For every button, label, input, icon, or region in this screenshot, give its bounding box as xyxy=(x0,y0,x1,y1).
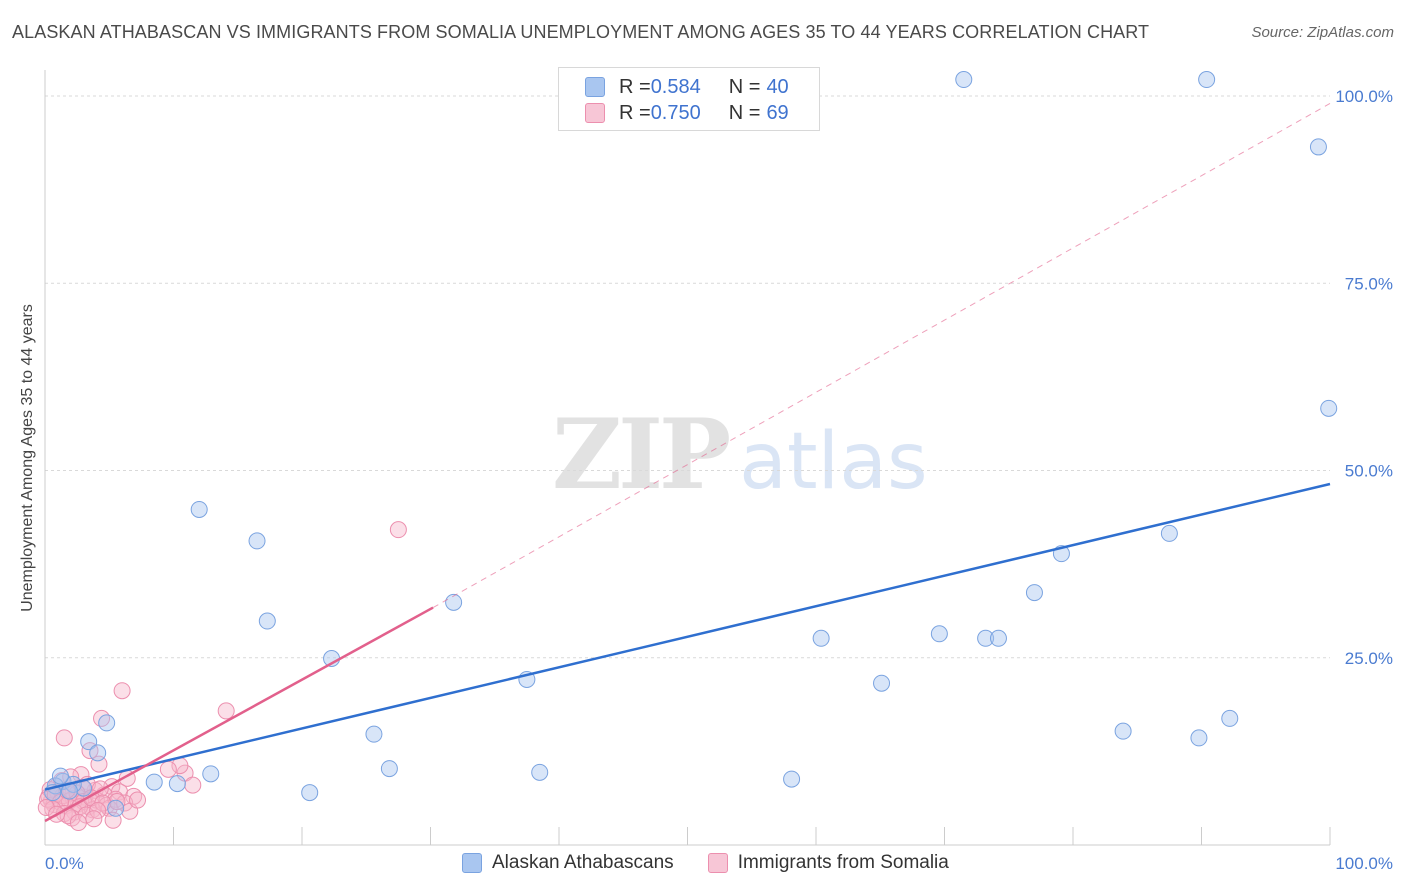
legend-n-value: 40 xyxy=(766,75,789,98)
legend-r-label: R = xyxy=(619,101,651,124)
athabascan-point xyxy=(168,775,186,793)
watermark-zip: ZIP xyxy=(552,398,731,511)
series-swatch-blue xyxy=(462,853,482,873)
series-legend: Alaskan Athabascans Immigrants from Soma… xyxy=(462,852,983,874)
series-legend-somalia: Immigrants from Somalia xyxy=(707,852,949,874)
athabascan-point xyxy=(248,532,266,550)
somalia-point xyxy=(113,682,131,700)
athabascan-point xyxy=(1114,722,1132,740)
legend-n-label: N = xyxy=(728,101,761,124)
watermark-atlas: atlas xyxy=(739,417,928,507)
athabascan-point xyxy=(930,625,948,643)
athabascan-point xyxy=(98,714,116,732)
athabascan-point xyxy=(1198,71,1216,89)
athabascan-point xyxy=(365,725,383,743)
somalia-points xyxy=(37,521,407,832)
series-legend-athabascan: Alaskan Athabascans xyxy=(462,852,674,874)
y-axis-title: Unemployment Among Ages 35 to 44 years xyxy=(19,304,36,612)
somalia-point xyxy=(93,709,111,727)
y-tick-label: 50.0% xyxy=(1345,462,1393,481)
y-tick-labels: 25.0% 50.0% 75.0% 100.0% xyxy=(1335,87,1393,668)
athabascan-point xyxy=(783,770,801,788)
athabascan-point xyxy=(1190,729,1208,747)
stats-legend: R = 0.584 N = 40 R = 0.750 N = 69 xyxy=(558,67,820,131)
legend-r-value: 0.584 xyxy=(650,75,701,98)
athabascan-point xyxy=(1025,584,1043,602)
legend-n-value: 69 xyxy=(766,101,789,124)
somalia-point xyxy=(89,802,107,820)
somalia-point xyxy=(389,521,407,539)
series-label-somalia: Immigrants from Somalia xyxy=(737,852,949,873)
athabascan-point xyxy=(873,674,891,692)
athabascan-point xyxy=(202,765,220,783)
athabascan-point xyxy=(1309,138,1327,156)
somalia-point xyxy=(55,729,73,747)
legend-n-label: N = xyxy=(728,75,761,98)
athabascan-point xyxy=(51,767,69,785)
athabascan-point xyxy=(531,763,549,781)
x-tick-label: 100.0% xyxy=(1335,854,1393,873)
chart-title: ALASKAN ATHABASCAN VS IMMIGRANTS FROM SO… xyxy=(12,22,1150,42)
y-tick-label: 100.0% xyxy=(1335,87,1393,106)
trend-lines xyxy=(44,103,1331,823)
athabascan-point xyxy=(145,773,163,791)
athabascan-point xyxy=(1160,524,1178,542)
y-tick-label: 25.0% xyxy=(1345,649,1393,668)
athabascan-point xyxy=(380,760,398,778)
series-swatch-pink xyxy=(707,853,728,873)
legend-row-somalia: R = 0.750 N = 69 xyxy=(585,100,789,126)
athabascan-points xyxy=(44,71,1338,817)
athabascan-point xyxy=(989,629,1007,647)
legend-swatch-pink xyxy=(585,103,605,123)
axes xyxy=(44,70,1331,846)
athabascan-point xyxy=(812,629,830,647)
legend-r-label: R = xyxy=(619,75,651,98)
athabascan-point xyxy=(190,500,208,518)
grid-lines xyxy=(45,95,1330,659)
athabascan-point xyxy=(80,733,98,751)
athabascan-point xyxy=(107,799,125,817)
athabascan-trend-line xyxy=(44,482,1331,791)
somalia-point xyxy=(217,702,235,720)
athabascan-point xyxy=(1221,709,1239,727)
athabascan-point xyxy=(955,71,973,89)
legend-r-value: 0.750 xyxy=(650,101,701,124)
athabascan-point xyxy=(977,629,995,647)
somalia-point xyxy=(184,776,202,794)
watermark: ZIP atlas xyxy=(552,398,928,511)
athabascan-point xyxy=(89,744,107,762)
somalia-trend-line xyxy=(44,606,434,823)
y-tick-label: 75.0% xyxy=(1345,274,1393,293)
x-tick-label: 0.0% xyxy=(45,854,84,873)
somalia-point xyxy=(129,791,147,809)
athabascan-point xyxy=(1320,399,1338,417)
somalia-point xyxy=(108,793,126,811)
series-label-athabascan: Alaskan Athabascans xyxy=(492,852,674,873)
somalia-point xyxy=(69,814,87,832)
athabascan-point xyxy=(445,593,463,611)
somalia-point xyxy=(159,760,177,778)
source-credit: Source: ZipAtlas.com xyxy=(1251,24,1394,41)
somalia-point xyxy=(37,799,55,817)
athabascan-point xyxy=(301,784,319,802)
athabascan-point xyxy=(258,612,276,630)
somalia-trend-extension xyxy=(432,103,1331,609)
legend-swatch-blue xyxy=(585,77,605,97)
somalia-point xyxy=(85,810,103,828)
x-tick-labels: 0.0% 100.0% xyxy=(45,854,1393,873)
legend-row-athabascan: R = 0.584 N = 40 xyxy=(585,74,789,100)
